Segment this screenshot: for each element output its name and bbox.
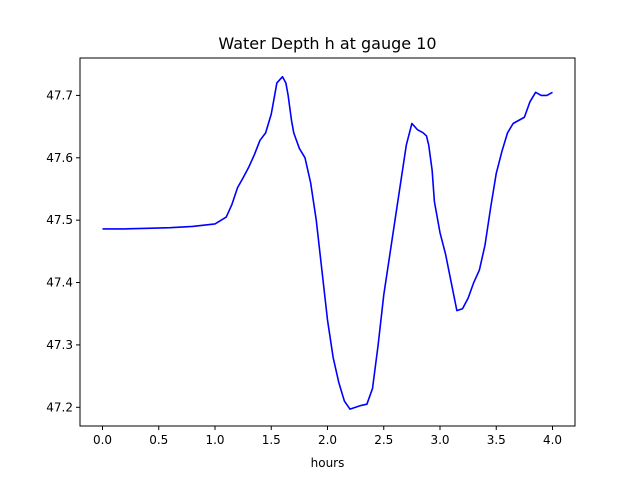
y-tick-label: 47.6 — [46, 151, 73, 165]
plot-frame — [79, 57, 576, 427]
x-tick-label: 3.0 — [430, 433, 449, 447]
x-tick-label: 0.0 — [93, 433, 112, 447]
x-tick-label: 1.5 — [262, 433, 281, 447]
y-tick-label: 47.4 — [46, 276, 73, 290]
chart-title: Water Depth h at gauge 10 — [218, 34, 436, 53]
x-tick-label: 3.5 — [487, 433, 506, 447]
x-tick-label: 1.0 — [205, 433, 224, 447]
x-tick-label: 2.0 — [318, 433, 337, 447]
y-tick-label: 47.3 — [46, 338, 73, 352]
y-tick-label: 47.7 — [46, 88, 73, 102]
series-line-0 — [102, 75, 553, 410]
y-tick-label: 47.2 — [46, 400, 73, 414]
x-tick-label: 2.5 — [374, 433, 393, 447]
x-tick-label: 4.0 — [543, 433, 562, 447]
x-tick-label: 0.5 — [149, 433, 168, 447]
plot-area: 0.0 0.5 1.0 1.5 2.0 2.5 3.0 3.5 4.0 47.2 47.3 47.4 4… — [46, 57, 576, 447]
y-tick-label: 47.5 — [46, 213, 73, 227]
x-axis-label: hours — [311, 456, 345, 470]
